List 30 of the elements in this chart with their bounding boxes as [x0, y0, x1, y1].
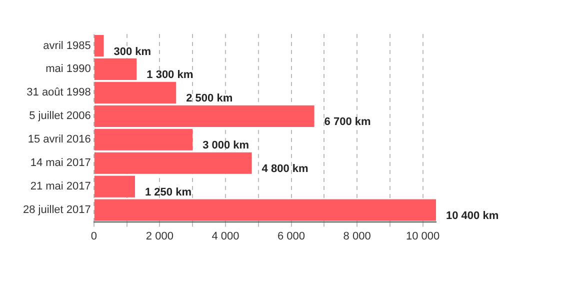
y-tick-label: avril 1985	[43, 40, 91, 52]
bar	[94, 128, 193, 150]
data-label: 6 700 km	[324, 116, 371, 128]
y-tick-label: mai 1990	[46, 63, 91, 76]
y-tick-label: 21 mai 2017	[30, 180, 91, 193]
x-tick-label: 4 000	[212, 230, 240, 242]
bar	[94, 152, 252, 174]
x-tick-label: 6 000	[277, 230, 306, 242]
x-tick-label: 2 000	[146, 230, 174, 242]
x-tick-label: 10 000	[406, 230, 440, 242]
x-tick-label: 0	[90, 230, 97, 242]
x-tick-label: 8 000	[343, 230, 371, 242]
data-label: 2 500 km	[186, 92, 233, 105]
y-tick-label: 5 juillet 2006	[29, 110, 91, 122]
y-tick-label: 31 août 1998	[26, 86, 91, 99]
data-label: 3 000 km	[202, 140, 250, 152]
bar	[94, 176, 136, 198]
bar	[94, 34, 104, 57]
data-label: 10 400 km	[446, 210, 499, 222]
data-label: 300 km	[114, 46, 152, 58]
y-tick-label: 28 juillet 2017	[22, 204, 91, 216]
bar	[94, 82, 176, 104]
data-label: 1 250 km	[145, 186, 192, 199]
bar	[94, 199, 436, 221]
bar	[94, 58, 137, 80]
y-tick-label: 14 mai 2017	[30, 157, 91, 170]
y-tick-label: 15 avril 2016	[28, 134, 91, 146]
bar	[94, 105, 314, 127]
data-label: 1 300 km	[146, 69, 194, 82]
data-label: 4 800 km	[262, 163, 308, 176]
